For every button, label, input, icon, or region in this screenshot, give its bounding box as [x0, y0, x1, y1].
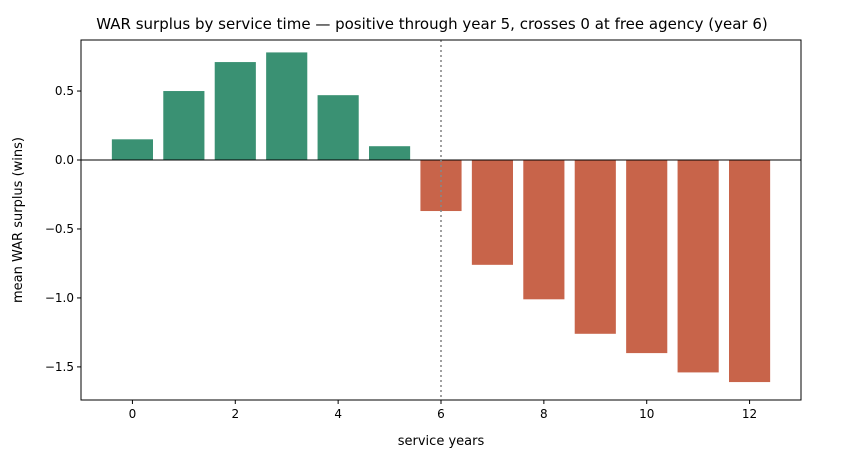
bar-year-2: [214, 62, 256, 160]
y-axis-ticks: 0.5 0.0 −0.5 −1.0 −1.5: [45, 84, 81, 374]
y-axis-label: mean WAR surplus (wins): [11, 137, 26, 303]
bar-year-5: [369, 146, 411, 160]
bar-year-7: [471, 160, 513, 265]
y-tick-label: −1.5: [45, 360, 74, 374]
x-tick-label: 10: [639, 407, 654, 421]
bar-year-1: [163, 91, 205, 160]
bar-year-8: [523, 160, 565, 300]
bar-year-11: [677, 160, 719, 373]
x-tick-label: 4: [334, 407, 342, 421]
x-axis-label: service years: [398, 434, 485, 449]
x-tick-label: 6: [437, 407, 445, 421]
y-tick-label: −0.5: [45, 222, 74, 236]
y-tick-label: 0.0: [55, 153, 74, 167]
reference-lines: [81, 40, 801, 400]
bar-year-12: [729, 160, 771, 383]
bar-year-4: [317, 95, 359, 160]
y-tick-label: 0.5: [55, 84, 74, 98]
bar-year-9: [574, 160, 616, 334]
x-tick-label: 0: [129, 407, 137, 421]
bar-year-10: [626, 160, 668, 354]
x-tick-label: 2: [231, 407, 239, 421]
y-tick-label: −1.0: [45, 291, 74, 305]
x-tick-label: 8: [540, 407, 548, 421]
bar-year-0: [111, 139, 153, 160]
x-tick-label: 12: [742, 407, 757, 421]
chart-title: WAR surplus by service time — positive t…: [96, 15, 767, 33]
bar-year-3: [266, 52, 308, 161]
bars-group: [111, 52, 771, 383]
x-axis-ticks: 0 2 4 6 8 10 12: [129, 400, 757, 421]
